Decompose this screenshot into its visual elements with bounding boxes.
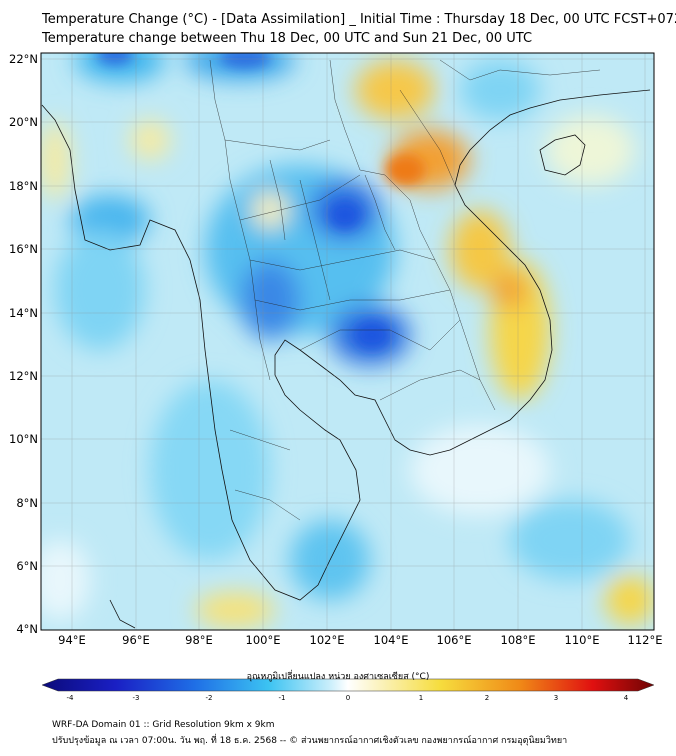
lat-label: 22°N — [9, 52, 38, 66]
lat-label: 8°N — [16, 496, 38, 510]
lon-label: 96°E — [122, 633, 150, 647]
lon-label: 110°E — [564, 633, 600, 647]
temperature-field — [41, 53, 654, 630]
coastlines — [41, 89, 651, 629]
colorbar-tick: -4 — [66, 694, 74, 702]
lon-label: 94°E — [58, 633, 86, 647]
footer-domain-info: WRF-DA Domain 01 :: Grid Resolution 9km … — [52, 720, 275, 730]
lon-label: 108°E — [500, 633, 536, 647]
map-frame — [40, 52, 655, 631]
graticule — [41, 53, 654, 630]
colorbar-title: อุณหภูมิเปลี่ยนแปลง หน่วย องศาเซลเซียส (… — [246, 672, 430, 682]
lat-label: 14°N — [9, 306, 38, 320]
map-title: Temperature Change (°C) - [Data Assimila… — [42, 12, 676, 27]
lon-label: 98°E — [185, 633, 213, 647]
lon-label: 106°E — [436, 633, 472, 647]
colorbar-tick: 3 — [553, 694, 559, 702]
lon-label: 104°E — [373, 633, 409, 647]
lat-label: 18°N — [9, 179, 38, 193]
colorbar-tick: 1 — [418, 694, 424, 702]
footer-credit: ปรับปรุงข้อมูล ณ เวลา 07:00น. วัน พฤ. ที… — [52, 736, 568, 746]
colorbar-tick: 2 — [484, 694, 490, 702]
colorbar-tick: -3 — [132, 694, 140, 702]
lat-label: 10°N — [9, 432, 38, 446]
lon-label: 102°E — [309, 633, 345, 647]
lat-label: 12°N — [9, 369, 38, 383]
lat-label: 16°N — [9, 242, 38, 256]
colorbar-tick: -1 — [278, 694, 286, 702]
colorbar — [41, 678, 655, 692]
colorbar-tick: -2 — [205, 694, 213, 702]
map-subtitle: Temperature change between Thu 18 Dec, 0… — [42, 31, 533, 46]
lon-label: 112°E — [627, 633, 663, 647]
lon-label: 100°E — [245, 633, 281, 647]
colorbar-tick: 0 — [345, 694, 351, 702]
lat-label: 20°N — [9, 115, 38, 129]
admin-borders — [209, 59, 601, 521]
colorbar-tick: 4 — [623, 694, 629, 702]
lat-label: 6°N — [16, 559, 38, 573]
lat-label: 4°N — [16, 622, 38, 636]
